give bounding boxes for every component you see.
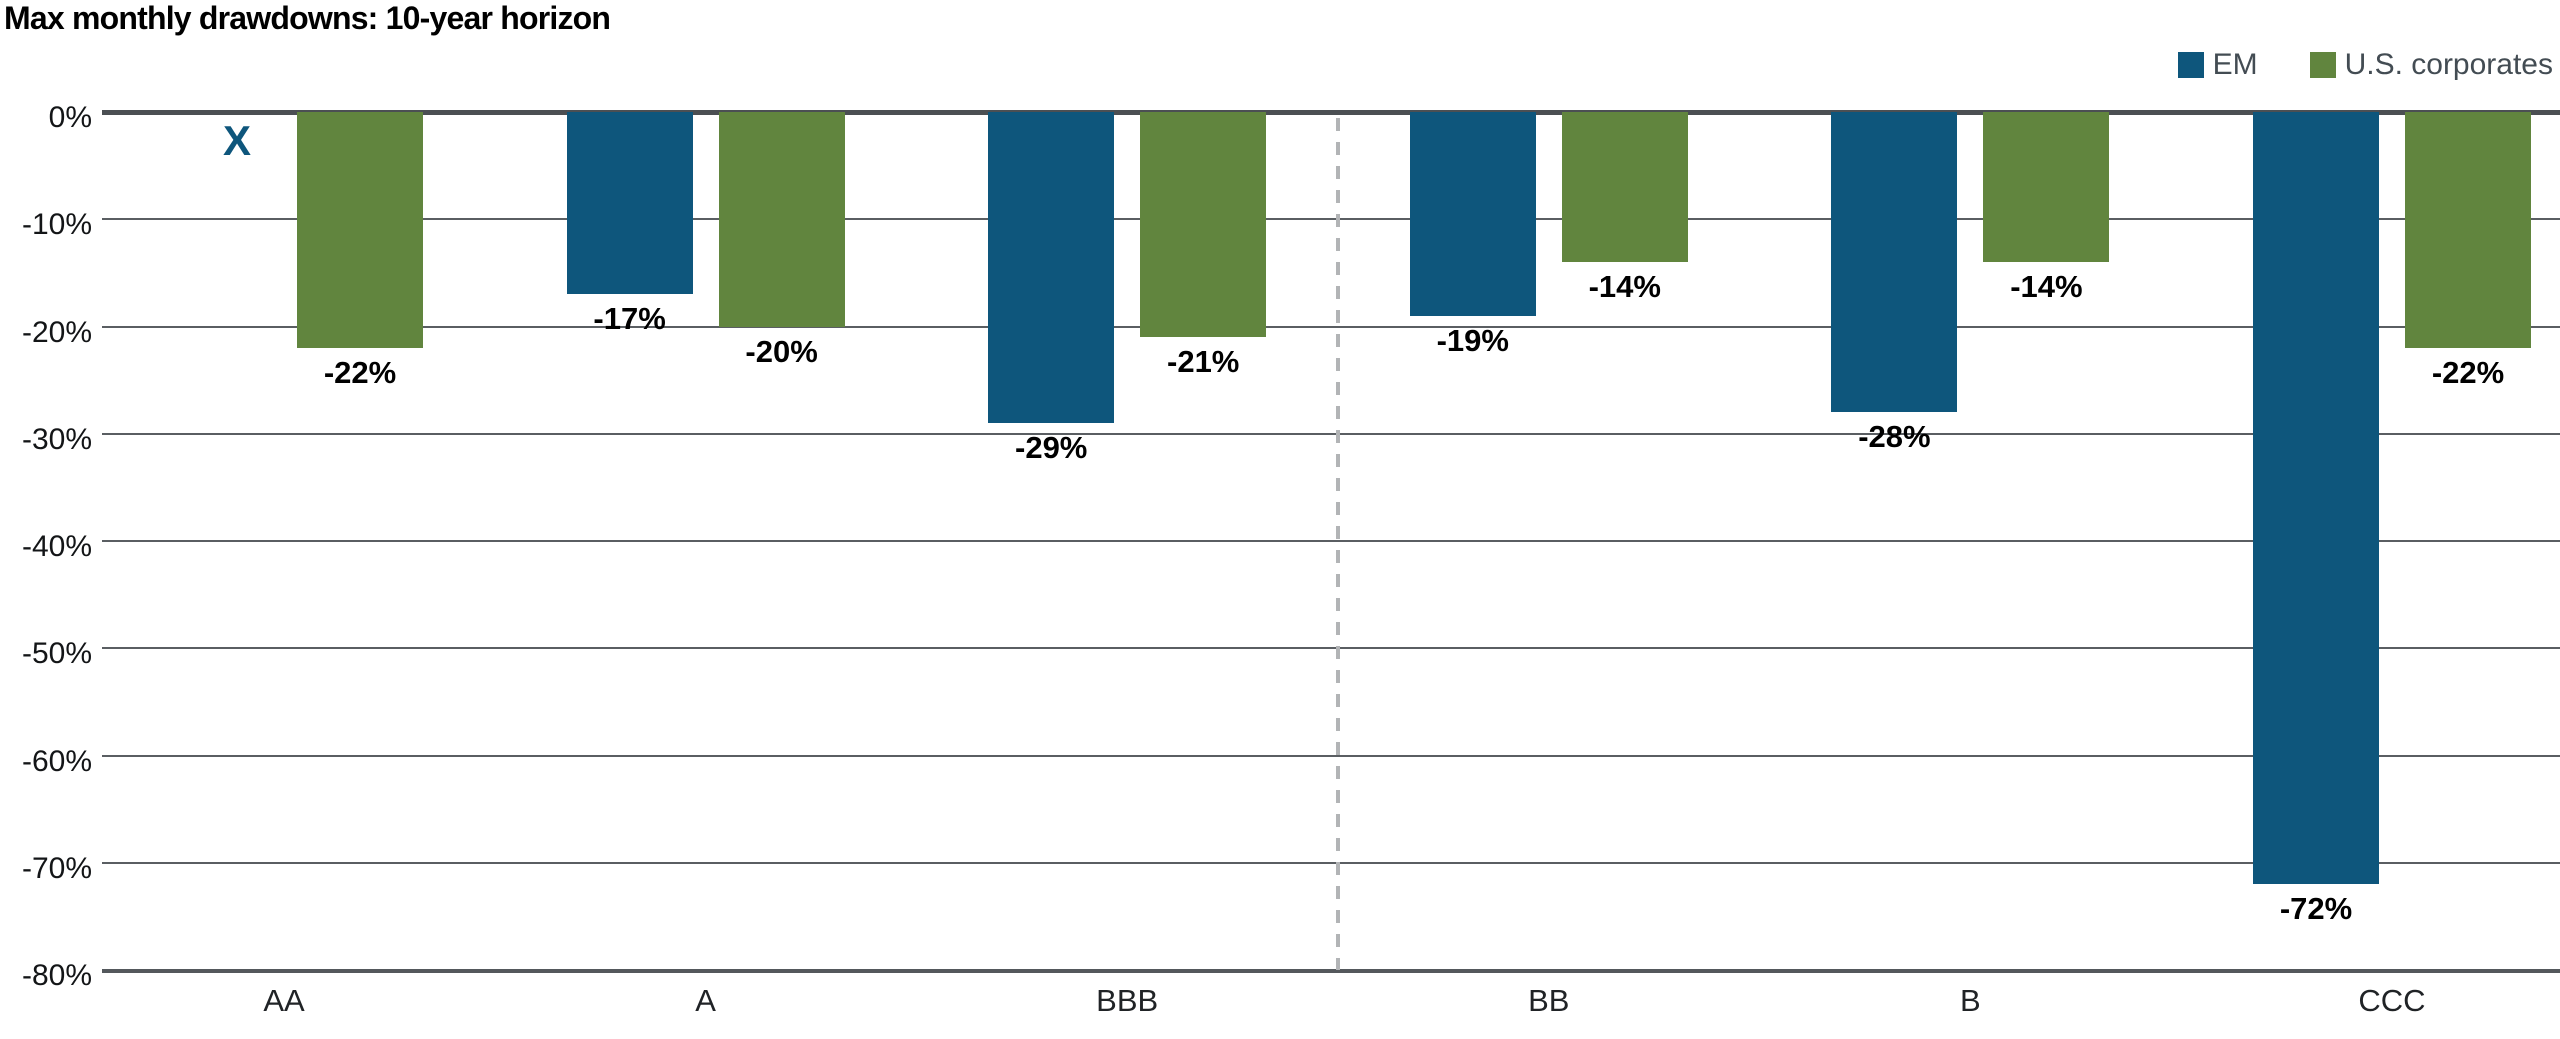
gridline--10 bbox=[102, 218, 2560, 221]
y-tick-label: -30% bbox=[21, 422, 92, 456]
bar-em-b bbox=[1831, 112, 1958, 413]
x-tick-label-b: B bbox=[1960, 983, 1981, 1018]
zero-axis-line bbox=[102, 109, 2560, 115]
y-tick-label: 0% bbox=[48, 101, 92, 134]
bar-value-label: -21% bbox=[1167, 344, 1240, 380]
ig-hy-separator-line bbox=[1336, 118, 1340, 970]
gridline--20 bbox=[102, 325, 2560, 328]
bar-value-label: -28% bbox=[1858, 419, 1931, 455]
x-tick-label-bbb: BBB bbox=[1096, 983, 1159, 1018]
x-tick-label-ccc: CCC bbox=[2358, 983, 2426, 1018]
x-tick-label-aa: AA bbox=[263, 983, 305, 1018]
bar-value-label: -22% bbox=[323, 354, 397, 390]
no-data-x-marker: X bbox=[222, 117, 251, 164]
legend-swatch-icon bbox=[2177, 52, 2204, 78]
y-tick-label: -80% bbox=[21, 959, 92, 992]
bar-u-s-corporates-bb bbox=[1561, 112, 1688, 263]
bar-em-bb bbox=[1409, 112, 1536, 316]
bar-em-bbb bbox=[988, 112, 1115, 424]
gridline--60 bbox=[102, 754, 2560, 757]
y-tick-label: -50% bbox=[21, 637, 92, 671]
plot-area: 0% -10% -20% -30% -40% -50% -60% -70% -80% AA X -22… bbox=[22, 101, 2560, 1018]
gridline--80 bbox=[102, 969, 2560, 973]
bar-u-s-corporates-a bbox=[718, 112, 845, 327]
bar-u-s-corporates-ccc bbox=[2405, 112, 2531, 348]
gridline--50 bbox=[102, 647, 2560, 650]
gridline--40 bbox=[102, 540, 2560, 542]
legend-label: U.S. corporates bbox=[2344, 48, 2553, 81]
y-tick-label: -10% bbox=[21, 208, 92, 242]
bar-u-s-corporates-aa bbox=[297, 112, 423, 348]
bar-u-s-corporates-bbb bbox=[1140, 112, 1267, 338]
gridline--30 bbox=[102, 432, 2560, 435]
bar-value-label: -17% bbox=[593, 301, 666, 337]
bar-value-label: -19% bbox=[1436, 322, 1509, 358]
legend-swatch-icon bbox=[2309, 52, 2336, 78]
bar-em-ccc bbox=[2253, 112, 2379, 885]
x-tick-label-a: A bbox=[695, 983, 716, 1018]
bar-value-label: -20% bbox=[745, 333, 818, 369]
legend-item-u-s-corporates: U.S. corporates bbox=[2309, 48, 2553, 82]
bar-value-label: -22% bbox=[2431, 354, 2505, 390]
y-tick-label: -20% bbox=[21, 315, 92, 349]
bar-em-a bbox=[566, 112, 693, 295]
gridline--70 bbox=[102, 861, 2560, 864]
bar-value-label: -72% bbox=[2279, 891, 2353, 927]
y-tick-label: -60% bbox=[21, 744, 92, 778]
legend-item-em: EM bbox=[2177, 48, 2258, 82]
chart-legend: EM U.S. corporates bbox=[2177, 48, 2553, 82]
legend-label: EM bbox=[2212, 48, 2258, 81]
bar-u-s-corporates-b bbox=[1983, 112, 2110, 263]
bar-value-label: -29% bbox=[1015, 430, 1088, 466]
y-tick-label: -40% bbox=[21, 530, 92, 563]
bar-value-label: -14% bbox=[1588, 269, 1661, 305]
x-tick-label-bb: BB bbox=[1528, 983, 1570, 1018]
bar-value-label: -14% bbox=[2010, 269, 2083, 305]
chart-title: Max monthly drawdowns: 10-year horizon bbox=[4, 0, 611, 36]
y-tick-label: -70% bbox=[21, 851, 92, 885]
